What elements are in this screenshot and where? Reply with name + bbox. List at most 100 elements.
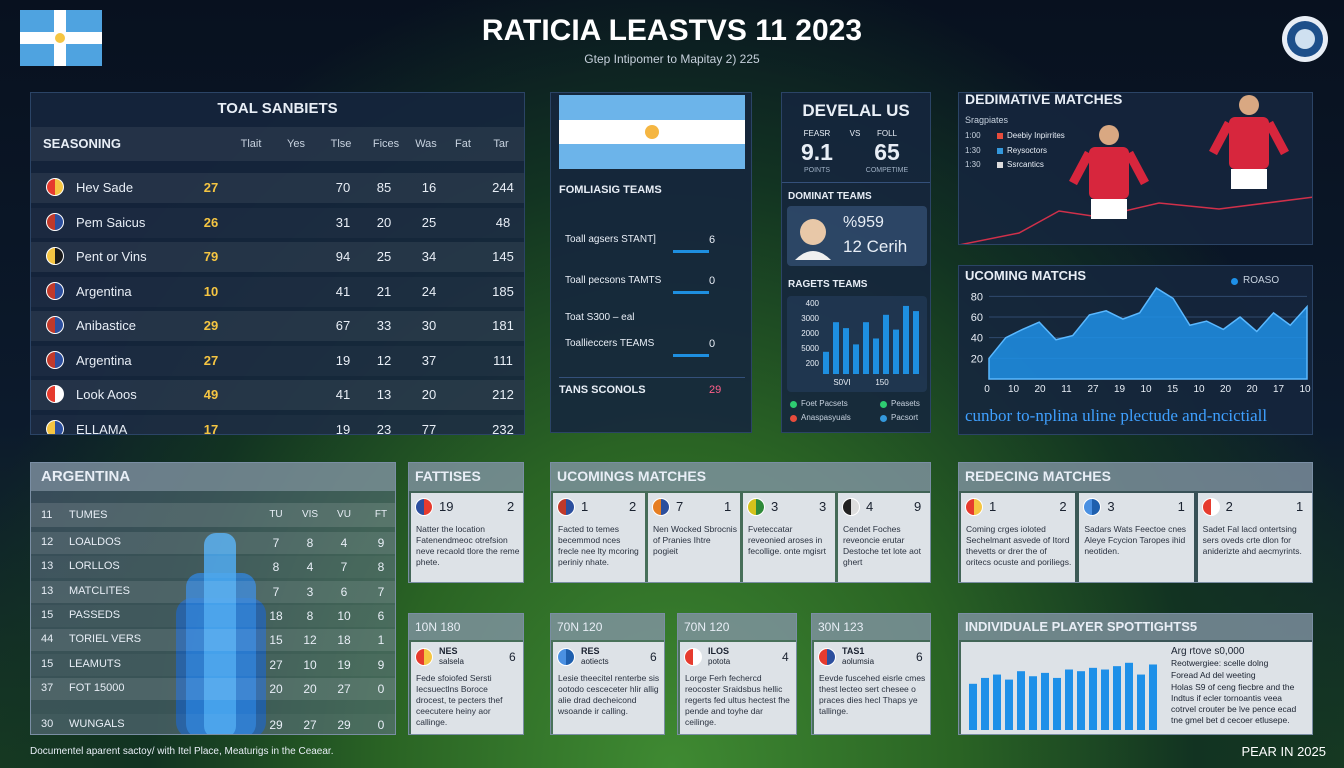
strip (812, 614, 930, 640)
item-swatch (997, 133, 1003, 139)
cell: 41 (335, 387, 351, 402)
strip (959, 463, 1312, 491)
row-label: LOALDOS (69, 536, 121, 548)
highlight-cell: 49 (203, 387, 219, 402)
cell: 19 (337, 657, 351, 672)
bar (1149, 664, 1157, 730)
chart (176, 533, 266, 734)
item-label: Reysoctors (1007, 145, 1048, 155)
bar (903, 305, 909, 374)
panel: 70N 120 ILOS potota 4 Lorge Ferh fechercd re… (677, 613, 797, 735)
cell: 10 (337, 608, 351, 623)
row-label: Toall pecsons TAMTS (565, 275, 662, 286)
spotlight-text: Reotwergiee: scelle dolng (1171, 658, 1269, 668)
cell: 6 (340, 584, 348, 599)
highlight-cell: 17 (203, 421, 219, 435)
cell: 181 (492, 318, 514, 333)
bar (873, 338, 879, 374)
cell: 31 (335, 214, 351, 230)
fixture-sub: salsela (439, 657, 464, 666)
cell: 8 (272, 560, 280, 575)
cell: 12 (376, 352, 392, 368)
panel-title: TOAL SANBIETS (217, 100, 338, 117)
highlight-cell: 27 (203, 180, 219, 195)
column-header: Tlait (240, 138, 262, 150)
badge (1282, 16, 1328, 62)
card: ILOS potota 4 Lorge Ferh fechercd reocoster… (680, 642, 796, 734)
spotlight-text: Foread Ad del weeting (1171, 670, 1256, 680)
cell: 24 (421, 283, 437, 299)
player-shorts (1231, 169, 1267, 189)
panel: DEDIMATIVE MATCHES Sragpiates 1:00 Deebiy I… (958, 92, 1313, 245)
cell: 25 (421, 214, 437, 230)
panel: 70N 120 RES aotiects 6 Lesie theecitel rente… (550, 613, 665, 735)
team-name: Hev Sade (76, 180, 134, 195)
row-value: 0 (709, 338, 716, 350)
bar (843, 328, 849, 374)
fixture-value: 6 (650, 650, 657, 664)
cell: 48 (495, 214, 511, 230)
cell: 244 (492, 180, 514, 195)
chart (823, 305, 919, 374)
cell: 77 (421, 421, 437, 435)
icon (652, 498, 670, 516)
flag-sun (645, 125, 659, 139)
player-shorts (1091, 199, 1127, 219)
fixture-head: 70N 120 (557, 620, 603, 634)
card: NES salsela 6 Fede sfoiofed Sersti Iecsuect… (411, 642, 523, 734)
row-bar (673, 354, 709, 357)
row-bg (31, 653, 395, 676)
strip (31, 463, 395, 491)
team-name: ELLAMA (76, 421, 128, 435)
icon (415, 498, 433, 516)
spotlight-text: Arg rtove s0,000 (1171, 646, 1245, 657)
cell: 232 (492, 421, 514, 435)
card: 1 2 Facted to temes becemmod nces frecle n… (553, 493, 645, 582)
cell: 3 (306, 584, 314, 599)
legend-swatch (880, 415, 887, 422)
player-face (800, 219, 826, 245)
card-text: Nen Wocked Sbrocnis of Pranies Ihtre pog… (653, 524, 737, 556)
icon (46, 212, 64, 231)
bar (1017, 671, 1025, 730)
cell: 30 (421, 318, 437, 333)
column-header: Was (415, 138, 437, 150)
fixture-value: 4 (782, 650, 789, 664)
item-swatch (997, 162, 1003, 168)
card: 3 3 Fveteccatar reveonied aroses in fecoll… (743, 493, 835, 582)
card: Arg rtove s0,000 Reotwergiee: scelle doln… (961, 642, 1312, 734)
player-body (795, 251, 831, 260)
y-tick-label: 80 (971, 291, 983, 303)
y-tick-label: 400 (805, 299, 819, 308)
cell: 20 (269, 681, 283, 696)
fixture-sub: aotiects (581, 657, 609, 666)
icon (965, 498, 983, 516)
chart (795, 219, 831, 260)
row-label: TORIEL VERS (69, 633, 142, 646)
player-shirt (1229, 117, 1269, 169)
section-title: FOMLIASIG TEAMS (559, 184, 662, 196)
player-card: %959 12 Cerih (787, 206, 927, 266)
caption: cunbor to-nplina uline plectude and-ncic… (965, 406, 1268, 425)
column-header: SEASONING (43, 136, 122, 151)
card-text: Sadars Wats Feectoe cnes Aleye Fcycion T… (1084, 524, 1187, 556)
section-title: DOMINAT TEAMS (788, 191, 872, 202)
icon (46, 419, 64, 434)
cell: 20 (421, 387, 437, 402)
x-tick-label: 20 (1246, 384, 1258, 395)
card-value: 1 (1295, 499, 1304, 514)
cell: 4 (306, 560, 314, 575)
player-head (1099, 125, 1119, 145)
fixture-head: 30N 123 (818, 620, 864, 634)
card-value: 2 (629, 499, 637, 514)
strip (409, 463, 523, 491)
strip (551, 463, 930, 491)
row-bar (673, 250, 709, 253)
team-name: Argentina (76, 352, 132, 368)
panel-title: ARGENTINA (41, 468, 131, 485)
panel-title: UCOMINGS MATCHES (557, 468, 707, 484)
chart (960, 95, 1312, 244)
chart: 80 60 40 20 0 10 20 11 27 19 10 15 10 20 20 17 10 (971, 287, 1311, 395)
panel: 10N 180 NES salsela 6 Fede sfoiofed Sersti I… (408, 613, 524, 735)
cell: 0 (377, 718, 385, 733)
